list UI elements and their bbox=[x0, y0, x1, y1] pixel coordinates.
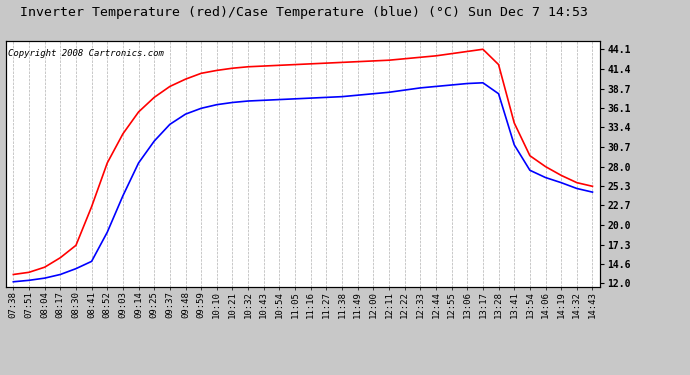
Text: Inverter Temperature (red)/Case Temperature (blue) (°C) Sun Dec 7 14:53: Inverter Temperature (red)/Case Temperat… bbox=[19, 6, 588, 19]
Text: Copyright 2008 Cartronics.com: Copyright 2008 Cartronics.com bbox=[8, 49, 164, 58]
